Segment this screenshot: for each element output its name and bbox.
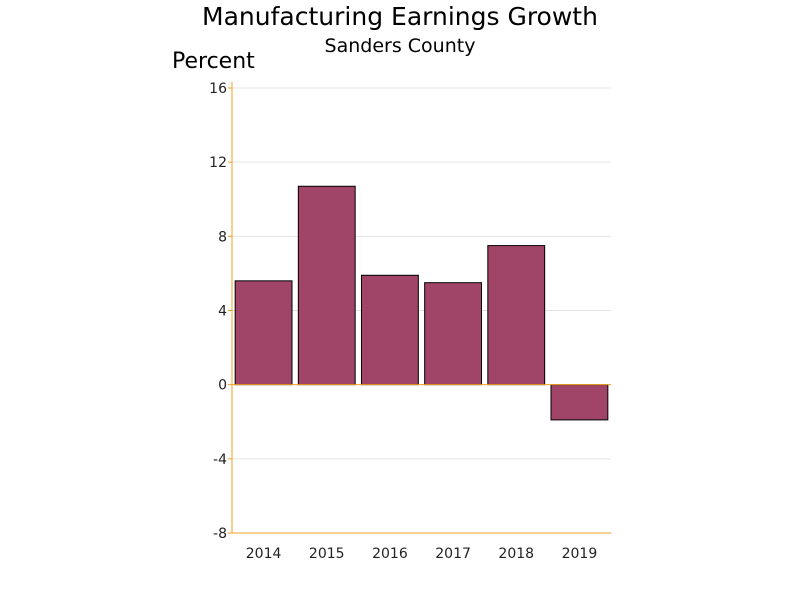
- y-tick-label: 8: [218, 229, 227, 245]
- chart-title: Manufacturing Earnings Growth: [202, 2, 598, 31]
- bar-2014: [234, 280, 293, 386]
- bar-2016: [360, 274, 419, 386]
- x-tick-label: 2018: [498, 546, 534, 562]
- bar-2017: [424, 282, 483, 386]
- chart-subtitle: Sanders County: [325, 35, 476, 57]
- bar-2019: [550, 384, 609, 421]
- x-tick-label: 2014: [246, 546, 282, 562]
- y-tick-label: 16: [209, 81, 227, 97]
- x-tick-label: 2015: [309, 546, 345, 562]
- y-axis-label: Percent: [172, 49, 255, 74]
- x-tick-label: 2019: [562, 546, 598, 562]
- axes: [228, 82, 611, 534]
- y-tick-label: 0: [218, 378, 227, 394]
- y-tick-label: 12: [209, 155, 227, 171]
- x-tick-label: 2016: [372, 546, 408, 562]
- gridlines: [232, 87, 611, 460]
- x-tick-label: 2017: [435, 546, 471, 562]
- bars: [234, 185, 609, 421]
- y-tick-label: -4: [213, 452, 227, 468]
- x-tick-labels: 2014 2015 2016 2017 2018 2019: [246, 546, 597, 562]
- bar-2018: [487, 245, 546, 386]
- y-tick-labels: -8 -4 0 4 8 12 16: [209, 81, 227, 542]
- y-tick-label: -8: [213, 526, 227, 542]
- bar-2015: [297, 185, 356, 386]
- y-tick-label: 4: [218, 304, 227, 320]
